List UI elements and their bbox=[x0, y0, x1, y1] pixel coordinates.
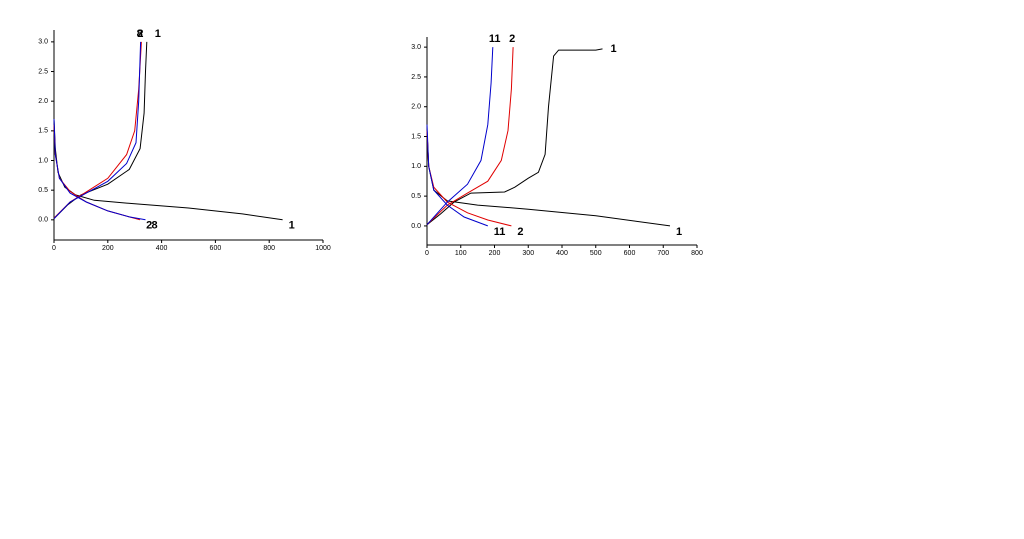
y-tick-label: 2.0 bbox=[38, 98, 48, 105]
cycle-label: 11 bbox=[489, 33, 501, 45]
x-tick-label: 600 bbox=[624, 250, 636, 257]
y-tick-label: 2.5 bbox=[38, 68, 48, 75]
series-line bbox=[426, 130, 512, 227]
y-tick-label: 1.5 bbox=[411, 133, 421, 140]
x-tick-label: 0 bbox=[52, 245, 56, 252]
x-tick-label: 100 bbox=[455, 250, 467, 257]
series-line bbox=[426, 48, 603, 226]
x-tick-label: 600 bbox=[210, 245, 222, 252]
cycle-label: 2 bbox=[137, 28, 143, 40]
cycle-label: 1 bbox=[676, 226, 682, 238]
cycle-label: 2 bbox=[517, 226, 523, 238]
y-tick-label: 3.0 bbox=[411, 44, 421, 51]
cycle-label: 2 bbox=[146, 220, 152, 232]
y-tick-label: 3.0 bbox=[38, 39, 48, 46]
x-tick-label: 0 bbox=[425, 250, 429, 257]
cycle-label: 11 bbox=[494, 226, 506, 238]
cycle-label: 1 bbox=[155, 28, 161, 40]
x-tick-label: 700 bbox=[657, 250, 669, 257]
cycle-label: 2 bbox=[509, 33, 515, 45]
y-tick-label: 0.0 bbox=[38, 217, 48, 224]
series-line bbox=[53, 41, 142, 219]
x-tick-label: 400 bbox=[156, 245, 168, 252]
cycle-label: 1 bbox=[289, 220, 295, 232]
y-tick-label: 1.0 bbox=[38, 157, 48, 164]
plot: 0 100 200 300 400 500 600 700 800 0.0 0.5 1.0 1.5 2.0… bbox=[411, 33, 703, 257]
y-tick-label: 1.5 bbox=[38, 128, 48, 135]
y-tick-label: 0.5 bbox=[38, 187, 48, 194]
x-tick-label: 1000 bbox=[315, 245, 331, 252]
x-tick-label: 400 bbox=[556, 250, 568, 257]
series-line bbox=[53, 118, 283, 221]
series-line bbox=[426, 47, 494, 226]
y-tick-label: 2.0 bbox=[411, 104, 421, 111]
y-tick-label: 1.0 bbox=[411, 163, 421, 170]
plot: 0 200 400 600 800 1000 0.0 0.5 1.0 1.5 2.0 2.5 3.0 1 1… bbox=[38, 28, 331, 252]
cycle-label: 1 bbox=[611, 43, 617, 55]
y-tick-label: 0.0 bbox=[411, 223, 421, 230]
x-tick-label: 300 bbox=[522, 250, 534, 257]
x-tick-label: 800 bbox=[263, 245, 275, 252]
series-line bbox=[426, 124, 488, 227]
x-tick-label: 200 bbox=[489, 250, 501, 257]
x-tick-label: 500 bbox=[590, 250, 602, 257]
series-line bbox=[426, 130, 671, 227]
cycle-label: 8 bbox=[137, 28, 143, 40]
x-tick-label: 200 bbox=[102, 245, 114, 252]
series-line bbox=[53, 41, 148, 219]
cycle-label: 8 bbox=[151, 220, 157, 232]
x-tick-label: 800 bbox=[691, 250, 703, 257]
y-tick-label: 0.5 bbox=[411, 193, 421, 200]
series-line bbox=[426, 47, 514, 226]
series-line bbox=[53, 41, 142, 219]
y-tick-label: 2.5 bbox=[411, 74, 421, 81]
